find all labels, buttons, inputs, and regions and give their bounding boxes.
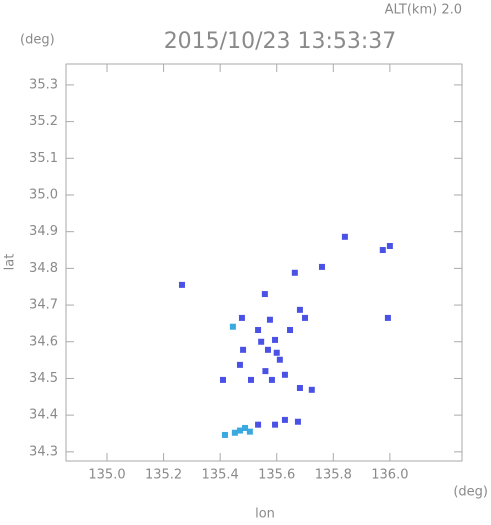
chart-title: 2015/10/23 13:53:37	[164, 29, 397, 54]
x-tick-label: 135.6	[258, 468, 295, 483]
y-axis-label: lat	[3, 254, 18, 271]
echo-point	[236, 361, 243, 368]
echo-point	[296, 384, 303, 391]
echo-point	[276, 356, 283, 363]
plot-frame	[65, 63, 463, 462]
echo-point	[255, 421, 262, 428]
echo-point	[273, 349, 280, 356]
echo-point	[281, 371, 288, 378]
echo-point	[341, 233, 348, 240]
echo-point	[262, 368, 269, 375]
y-tick-label: 35.2	[29, 114, 58, 129]
echo-point	[238, 314, 245, 321]
x-axis-label: lon	[255, 507, 275, 522]
y-tick-label: 34.3	[29, 444, 58, 459]
echo-point	[255, 327, 262, 334]
x-tick-label: 136.0	[371, 468, 408, 483]
echo-point	[221, 431, 228, 438]
echo-point	[281, 416, 288, 423]
echo-point	[266, 316, 273, 323]
echo-point	[240, 346, 247, 353]
x-tick-label: 135.8	[315, 468, 352, 483]
y-tick-label: 35.1	[29, 151, 58, 166]
y-unit: (deg)	[20, 33, 55, 48]
y-tick-label: 34.6	[29, 334, 58, 349]
echo-point	[247, 376, 254, 383]
y-tick-label: 34.4	[29, 408, 58, 423]
echo-point	[287, 327, 294, 334]
x-tick-label: 135.2	[145, 468, 182, 483]
echo-point	[272, 336, 279, 343]
x-tick-label: 135.4	[202, 468, 239, 483]
echo-point	[231, 429, 238, 436]
echo-point	[386, 242, 393, 249]
echo-point	[308, 386, 315, 393]
echo-point	[272, 421, 279, 428]
echo-point	[246, 428, 253, 435]
altitude-label: ALT(km) 2.0	[385, 3, 462, 18]
echo-point	[384, 314, 391, 321]
x-tick-label: 135.0	[88, 468, 125, 483]
echo-point	[219, 376, 226, 383]
echo-point	[258, 338, 265, 345]
echo-point	[379, 247, 386, 254]
echo-point	[261, 291, 268, 298]
y-tick-label: 34.7	[29, 298, 58, 313]
echo-point	[291, 269, 298, 276]
y-tick-label: 34.9	[29, 224, 58, 239]
echo-point	[318, 263, 325, 270]
y-tick-label: 35.0	[29, 187, 58, 202]
echo-point	[229, 323, 236, 330]
echo-point	[268, 376, 275, 383]
echo-point	[296, 306, 303, 313]
echo-point	[264, 346, 271, 353]
x-unit: (deg)	[453, 485, 488, 500]
echo-point	[294, 418, 301, 425]
y-tick-label: 34.5	[29, 371, 58, 386]
echo-point	[302, 314, 309, 321]
y-tick-label: 34.8	[29, 261, 58, 276]
echo-point	[236, 427, 243, 434]
echo-point	[242, 424, 249, 431]
echo-point	[178, 281, 185, 288]
y-tick-label: 35.3	[29, 77, 58, 92]
